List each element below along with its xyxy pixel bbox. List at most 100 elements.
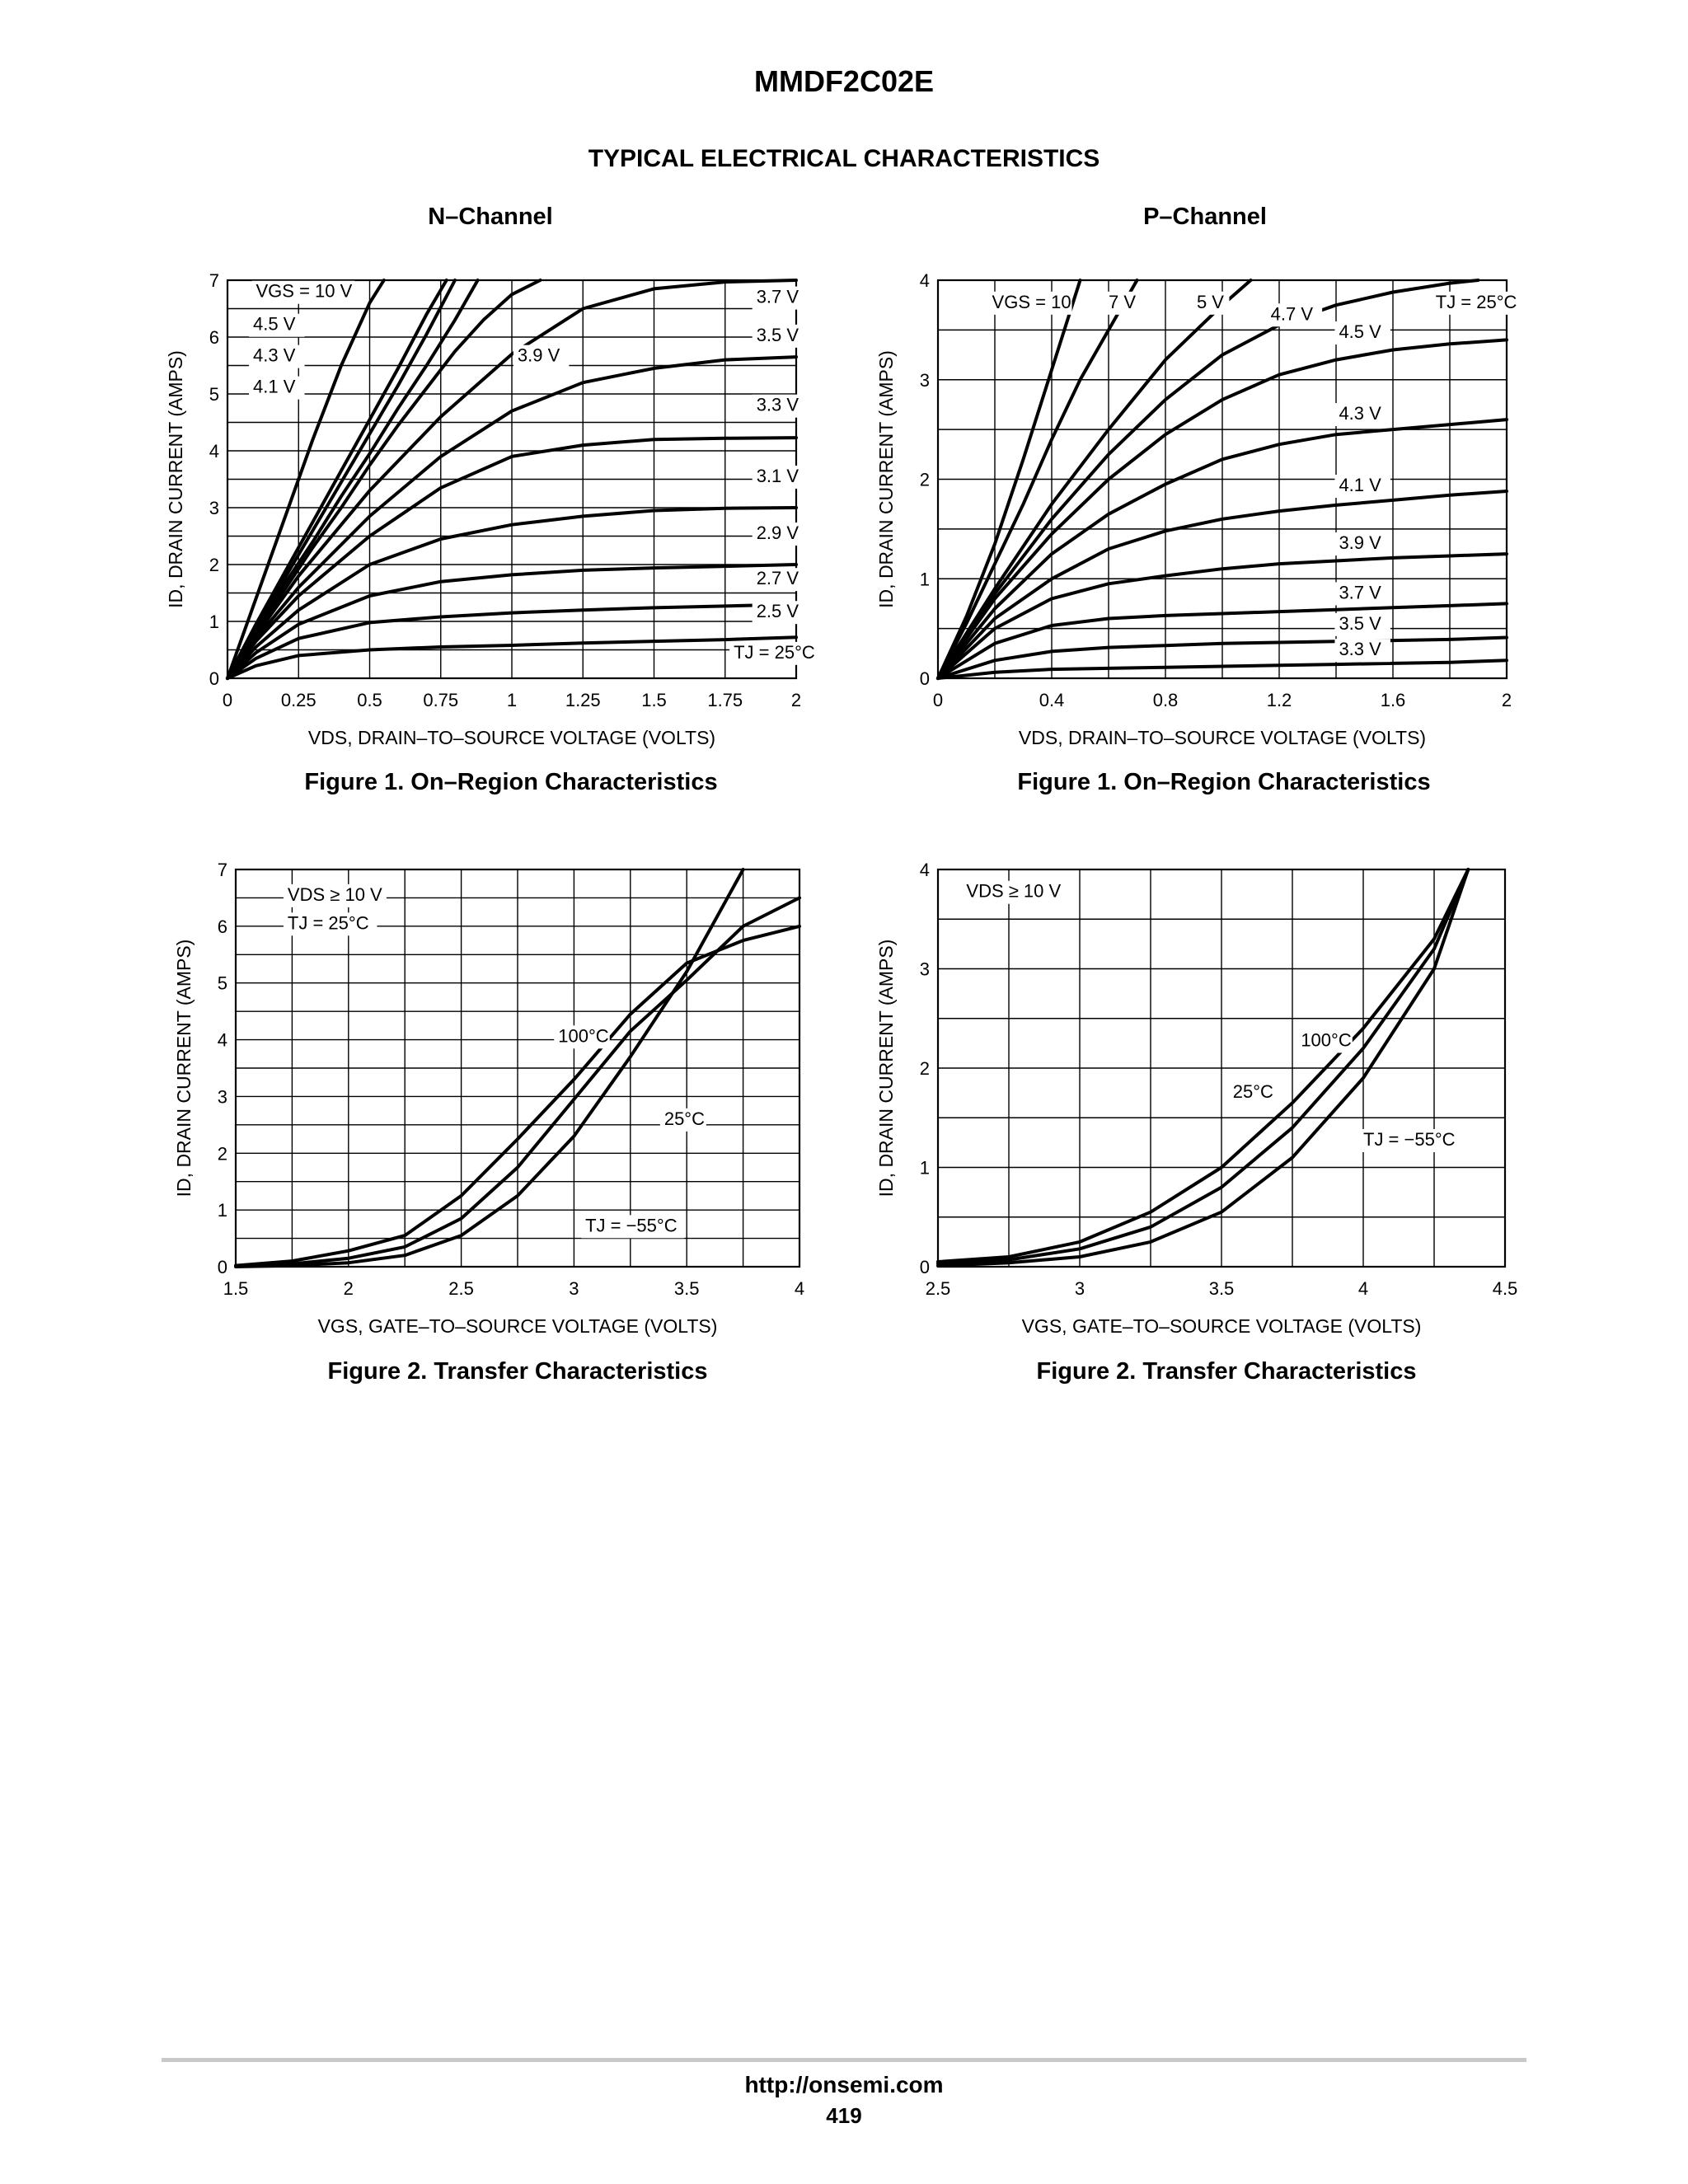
chart1-series-4-1-v bbox=[226, 279, 480, 680]
chart2-series-4-3-v bbox=[936, 418, 1508, 680]
caption-fig1-n: Figure 1. On–Region Characteristics bbox=[304, 769, 718, 795]
chart1-label-bg bbox=[752, 324, 809, 348]
chart3-y-tick-label: 2 bbox=[218, 1143, 227, 1164]
chart2-series-4-7-v bbox=[936, 279, 1480, 680]
chart2-curve-label: 3.3 V bbox=[1339, 639, 1381, 659]
chart2-curve-label: 3.7 V bbox=[1339, 582, 1381, 602]
chart1-curve-label: 3.3 V bbox=[757, 395, 799, 415]
chart1-label-bg bbox=[752, 601, 809, 625]
chart3-curve-label: 100°C bbox=[558, 1025, 609, 1046]
chart1-label-bg bbox=[249, 344, 305, 368]
chart2-label-bg bbox=[1334, 474, 1390, 498]
chart3-label-bg bbox=[581, 1215, 685, 1239]
chart4-y-tick-label: 0 bbox=[920, 1257, 930, 1277]
chart2-label-bg bbox=[1334, 612, 1390, 636]
chart1-label-bg bbox=[251, 280, 355, 304]
chart3-x-tick-label: 1.5 bbox=[223, 1278, 249, 1299]
chart4-y-tick-label: 4 bbox=[920, 860, 930, 880]
chart4-x-tick-label: 4 bbox=[1358, 1278, 1368, 1299]
chart3-x-tick-label: 2.5 bbox=[448, 1278, 474, 1299]
column-heading-n-channel: N–Channel bbox=[428, 204, 553, 230]
chart1-curve-label: 3.1 V bbox=[757, 466, 799, 486]
chart2-series-7-v bbox=[936, 279, 1139, 680]
chart1-label-bg bbox=[752, 286, 809, 310]
chart2-label-bg bbox=[1266, 303, 1323, 327]
chart1-series-3-9-v bbox=[226, 279, 542, 680]
chart2-y-tick-label: 3 bbox=[920, 370, 930, 391]
chart4-y-tick-label: 2 bbox=[920, 1058, 930, 1079]
caption-fig2-n: Figure 2. Transfer Characteristics bbox=[327, 1358, 708, 1385]
chart4-label-bg bbox=[962, 880, 1066, 904]
chart2-curve-label: VGS = 10 bbox=[992, 292, 1071, 312]
chart2-series-4-5-v bbox=[936, 338, 1508, 680]
chart4-x-tick-label: 4.5 bbox=[1493, 1278, 1518, 1299]
footer-url[interactable]: http://onsemi.com bbox=[744, 2072, 944, 2097]
chart4-curve-label: 100°C bbox=[1301, 1029, 1352, 1050]
chart3-y-tick-label: 6 bbox=[218, 916, 227, 937]
chart3-label-bg bbox=[283, 883, 387, 907]
chart2-plot-frame bbox=[936, 279, 1508, 680]
chart4-curve-label: TJ = −55°C bbox=[1363, 1129, 1456, 1150]
chart1-curve-label: 3.5 V bbox=[757, 325, 799, 345]
chart1-series-3-7-v bbox=[226, 279, 798, 680]
chart1-curve-label: 3.7 V bbox=[757, 287, 799, 307]
chart3-label-bg bbox=[283, 912, 377, 936]
chart3-label-bg bbox=[554, 1025, 610, 1049]
chart2-label-bg bbox=[1334, 532, 1390, 556]
chart3-x-tick-label: 2 bbox=[344, 1278, 354, 1299]
chart1-label-bg bbox=[752, 568, 809, 592]
chart1-curve-label: 4.5 V bbox=[253, 314, 296, 335]
chart2-y-tick-label: 2 bbox=[920, 470, 930, 490]
chart2-curve-label: TJ = 25°C bbox=[1436, 292, 1517, 312]
chart2-curve-label: 4.3 V bbox=[1339, 403, 1381, 424]
chart4-label-bg bbox=[1228, 1081, 1275, 1105]
chart1-label-bg bbox=[513, 344, 570, 368]
chart1-x-tick-label: 1.75 bbox=[707, 690, 743, 710]
chart4-plot-frame bbox=[936, 868, 1507, 1268]
chart3-y-tick-label: 0 bbox=[218, 1257, 227, 1277]
chart3-x-axis-label: VGS, GATE–TO–SOURCE VOLTAGE (VOLTS) bbox=[318, 1315, 718, 1337]
chart1-series-3-3-v bbox=[226, 436, 798, 680]
chart3-curve-label: TJ = 25°C bbox=[288, 912, 369, 933]
chart4-curve-label: 25°C bbox=[1233, 1081, 1273, 1102]
page-number: 419 bbox=[826, 2103, 862, 2128]
chart1-label-bg bbox=[752, 465, 809, 489]
chart4-series-100-c bbox=[936, 868, 1470, 1263]
chart1-x-tick-label: 0.75 bbox=[423, 690, 458, 710]
chart2-label-bg bbox=[1431, 291, 1526, 315]
chart3-curve-label: TJ = −55°C bbox=[585, 1215, 678, 1235]
chart1-series-3-1-v bbox=[226, 506, 798, 680]
chart4-curve-label: VDS ≥ 10 V bbox=[966, 881, 1061, 902]
chart2-curve-label: 5 V bbox=[1197, 292, 1224, 312]
chart1-series-4-3-v bbox=[226, 279, 457, 680]
chart2-y-tick-label: 0 bbox=[920, 668, 930, 689]
chart1-y-axis-label: ID, DRAIN CURRENT (AMPS) bbox=[165, 350, 186, 608]
chart1-x-tick-label: 1.25 bbox=[565, 690, 601, 710]
chart4-series-25-c bbox=[936, 868, 1470, 1266]
chart2-y-tick-label: 4 bbox=[920, 270, 930, 291]
chart2-x-tick-label: 0 bbox=[933, 690, 943, 710]
chart1-series-4-5-v bbox=[226, 279, 448, 680]
chart2-curve-label: 4.5 V bbox=[1339, 321, 1381, 342]
chart2-x-tick-label: 2 bbox=[1502, 690, 1512, 710]
chart2-y-tick-label: 1 bbox=[920, 569, 930, 589]
chart4-y-axis-label: ID, DRAIN CURRENT (AMPS) bbox=[875, 940, 897, 1197]
chart2-x-tick-label: 0.8 bbox=[1153, 690, 1179, 710]
chart1-x-tick-label: 0.5 bbox=[357, 690, 382, 710]
caption-fig2-p: Figure 2. Transfer Characteristics bbox=[1036, 1358, 1417, 1385]
column-heading-p-channel: P–Channel bbox=[1143, 204, 1267, 230]
chart3-series-100-c bbox=[234, 924, 801, 1268]
chart2-label-bg bbox=[1334, 582, 1390, 606]
chart2-curve-label: 3.5 V bbox=[1339, 613, 1381, 634]
chart3-y-tick-label: 3 bbox=[218, 1086, 227, 1107]
chart1-y-tick-label: 6 bbox=[209, 327, 219, 348]
document-title: MMDF2C02E bbox=[753, 64, 935, 98]
chart3-x-tick-label: 3.5 bbox=[674, 1278, 700, 1299]
chart1-y-tick-label: 1 bbox=[209, 612, 219, 632]
chart3-y-tick-label: 7 bbox=[218, 860, 227, 880]
chart2-series-3-7-v bbox=[936, 602, 1508, 680]
chart4-x-tick-label: 3 bbox=[1075, 1278, 1085, 1299]
chart1-curve-label: 2.5 V bbox=[757, 601, 799, 621]
chart1-curve-label: VGS = 10 V bbox=[256, 281, 353, 302]
